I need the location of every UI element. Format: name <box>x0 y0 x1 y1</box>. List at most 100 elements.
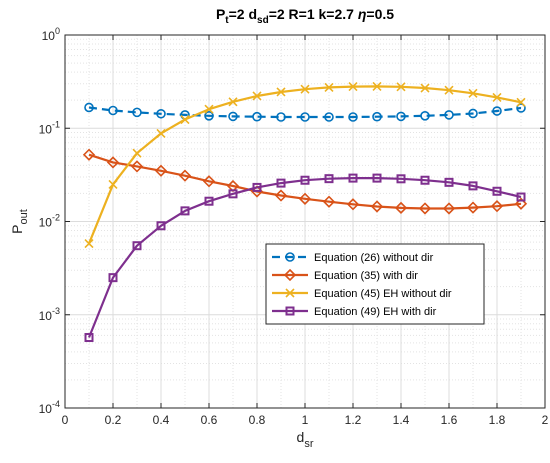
legend-marker <box>283 268 297 282</box>
x-marker-stroke <box>276 87 286 97</box>
legend-marker <box>285 288 295 298</box>
series-line <box>88 106 522 119</box>
x-tick-label: 2 <box>542 413 549 427</box>
data-point <box>514 197 528 210</box>
data-point <box>468 88 478 98</box>
y-tick-label: 100 <box>42 26 60 43</box>
data-point <box>516 103 526 113</box>
x-marker-stroke <box>252 91 262 101</box>
series-line <box>88 153 522 210</box>
x-tick-label: 0.2 <box>105 413 122 427</box>
x-tick-label: 1 <box>302 413 309 427</box>
data-point <box>396 82 406 92</box>
x-marker-stroke <box>84 238 94 249</box>
series-4 <box>84 173 526 343</box>
data-point <box>468 108 478 119</box>
y-axis-label: Pout <box>9 209 30 234</box>
x-tick-label: 0 <box>62 413 69 427</box>
data-point <box>156 128 166 138</box>
x-tick-label: 0.4 <box>153 413 170 427</box>
chart-title: Pt=2 dsd=2 R=1 k=2.7 η=0.5 <box>216 6 394 26</box>
data-point <box>108 273 118 283</box>
legend-entry: Equation (35) with dir <box>272 268 418 282</box>
series-1 <box>84 102 526 122</box>
data-point <box>322 195 336 208</box>
x-marker-stroke <box>180 114 190 125</box>
y-tick-label: 10-1 <box>39 119 60 136</box>
x-tick-label: 0.8 <box>249 413 266 427</box>
data-point <box>348 81 358 92</box>
x-marker-stroke <box>492 92 502 103</box>
data-point <box>300 112 310 122</box>
x-marker-stroke <box>420 83 430 93</box>
x-marker-stroke <box>156 128 166 138</box>
data-point <box>396 111 406 122</box>
data-point <box>276 178 286 188</box>
data-point <box>394 201 408 215</box>
x-tick-label: 1.8 <box>489 413 506 427</box>
x-marker-stroke <box>132 148 142 158</box>
data-point <box>108 179 118 189</box>
data-point <box>132 107 142 118</box>
x-marker-stroke <box>228 97 238 107</box>
data-point <box>396 174 406 184</box>
data-point <box>492 92 502 103</box>
data-point <box>228 97 238 107</box>
data-point <box>346 198 360 211</box>
data-point <box>444 177 454 187</box>
legend-marker <box>285 252 295 262</box>
data-point <box>324 174 334 184</box>
data-point <box>444 110 454 120</box>
data-point <box>370 200 384 213</box>
x-marker-stroke <box>300 84 310 94</box>
data-point <box>202 175 216 188</box>
data-point <box>252 111 262 122</box>
data-point <box>298 192 312 205</box>
data-point <box>516 97 526 107</box>
x-tick-label: 0.6 <box>201 413 218 427</box>
data-point <box>420 110 430 121</box>
data-point <box>418 202 432 215</box>
legend-entry: Equation (49) EH with dir <box>272 306 437 318</box>
data-point <box>442 202 456 215</box>
x-marker-stroke <box>204 104 214 114</box>
data-point <box>420 83 430 93</box>
data-point <box>252 182 262 192</box>
x-marker-stroke <box>372 81 382 91</box>
y-tick-label: 10-2 <box>39 213 60 230</box>
x-marker-stroke <box>516 97 526 107</box>
x-marker-stroke <box>324 82 334 92</box>
x-tick-label: 1.6 <box>441 413 458 427</box>
x-tick-label: 1.4 <box>393 413 410 427</box>
data-point <box>84 102 94 113</box>
data-point <box>466 201 480 214</box>
data-point <box>444 85 454 95</box>
data-point <box>156 108 166 119</box>
x-marker-stroke <box>348 81 358 92</box>
data-point <box>132 241 142 251</box>
data-point <box>276 112 286 122</box>
data-point <box>178 169 192 182</box>
y-tick-label: 10-4 <box>39 399 60 416</box>
x-marker-stroke <box>396 82 406 92</box>
data-point <box>348 173 358 183</box>
data-point <box>180 114 190 125</box>
data-point <box>108 105 118 116</box>
series-3 <box>84 81 526 249</box>
x-axis-label: dsr <box>297 429 314 450</box>
x-marker-stroke <box>108 179 118 189</box>
data-point <box>130 160 144 173</box>
legend-label: Equation (26) without dir <box>314 252 434 264</box>
data-point <box>490 200 504 213</box>
data-point <box>300 84 310 94</box>
data-point <box>372 173 382 183</box>
legend-label: Equation (45) EH without dir <box>314 288 452 300</box>
data-point <box>84 333 94 343</box>
data-point <box>106 156 120 169</box>
data-point <box>300 175 310 185</box>
x-tick-label: 1.2 <box>345 413 362 427</box>
series-layer <box>82 81 528 343</box>
x-marker-stroke <box>444 85 454 95</box>
series-2 <box>82 148 528 215</box>
